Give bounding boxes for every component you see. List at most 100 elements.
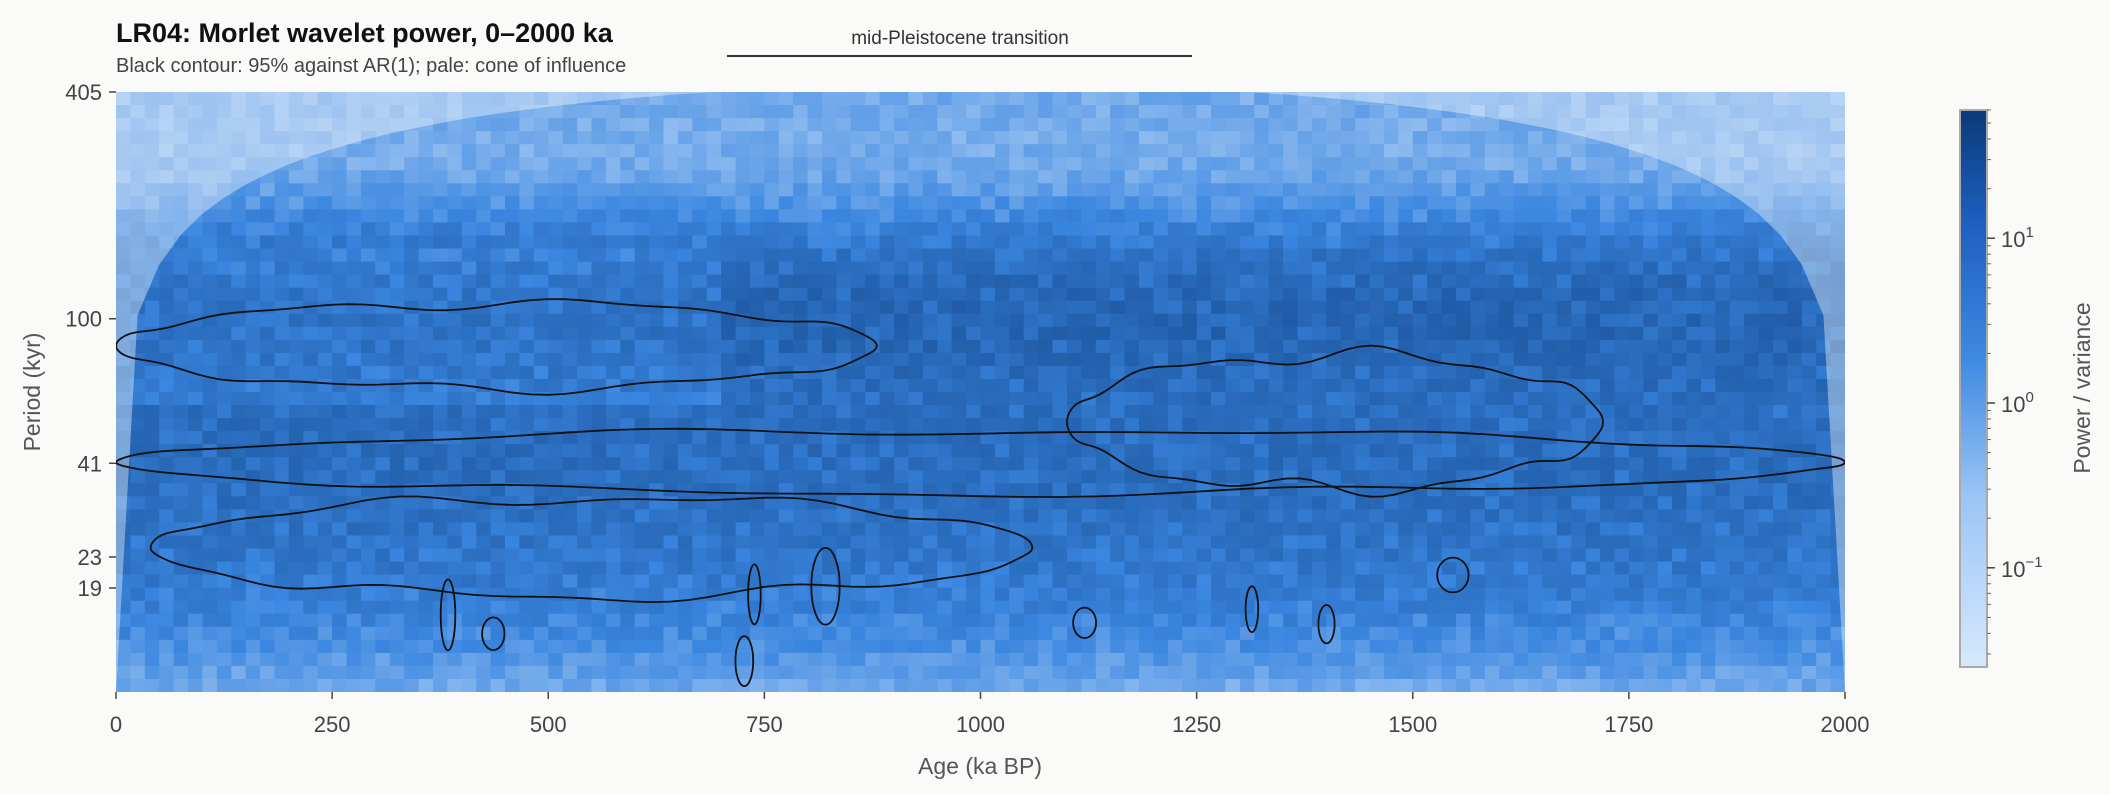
heat-cell	[476, 170, 492, 184]
heat-cell	[1254, 287, 1270, 302]
heat-cell	[677, 379, 693, 393]
heat-cell	[1744, 379, 1760, 393]
heat-cell	[433, 522, 448, 536]
heat-cell	[1600, 522, 1616, 536]
heat-cell	[634, 352, 650, 367]
heat-cell	[1729, 118, 1745, 132]
heat-cell	[1239, 431, 1255, 445]
heat-cell	[1830, 535, 1845, 550]
heat-cell	[360, 626, 376, 641]
heat-cell	[173, 183, 189, 197]
heat-cell	[1484, 431, 1500, 445]
heat-cell	[562, 118, 578, 132]
heat-cell	[692, 365, 708, 380]
heat-cell	[836, 613, 852, 628]
heat-cell	[966, 522, 982, 536]
heat-cell	[908, 144, 924, 158]
heat-cell	[216, 131, 232, 145]
heat-cell	[519, 418, 535, 432]
heat-cell	[404, 196, 420, 210]
heat-cell	[216, 209, 232, 223]
heat-cell	[433, 209, 448, 223]
heat-cell	[879, 574, 895, 589]
heat-cell	[116, 92, 131, 106]
heat-cell	[1052, 183, 1068, 197]
heat-cell	[634, 613, 650, 628]
heat-cell	[908, 457, 924, 471]
heat-cell	[418, 235, 434, 250]
heat-cell	[317, 444, 333, 458]
heat-cell	[1124, 392, 1140, 406]
heat-cell	[937, 326, 953, 341]
heat-cell	[548, 183, 564, 197]
heat-cell	[1283, 326, 1299, 341]
heat-cell	[1081, 92, 1097, 106]
heat-cell	[1528, 509, 1543, 523]
heat-cell	[231, 326, 247, 341]
heat-cell	[1340, 470, 1356, 484]
heat-cell	[908, 587, 924, 602]
heat-cell	[836, 600, 852, 615]
heat-cell	[1528, 274, 1543, 289]
heat-cell	[1038, 548, 1054, 563]
heat-cell	[317, 287, 333, 302]
heat-cell	[1110, 365, 1126, 380]
heat-cell	[778, 483, 794, 497]
heat-cell	[1211, 600, 1226, 615]
heat-cell	[1355, 561, 1371, 576]
heat-cell	[433, 379, 448, 393]
heat-cell	[1528, 574, 1543, 589]
heat-cell	[937, 444, 953, 458]
heat-cell	[1254, 365, 1270, 380]
heat-cell	[605, 118, 621, 132]
heat-cell	[260, 157, 276, 171]
heat-cell	[1614, 274, 1630, 289]
heat-cell	[231, 144, 247, 158]
heat-cell	[1369, 509, 1385, 523]
heat-cell	[404, 587, 420, 602]
heat-cell	[173, 600, 189, 615]
heat-cell	[130, 613, 146, 628]
heat-cell	[1801, 365, 1817, 380]
heat-cell	[879, 118, 895, 132]
heat-cell	[1268, 535, 1284, 550]
heat-cell	[202, 131, 218, 145]
heat-cell	[274, 587, 290, 602]
heat-cell	[1585, 548, 1601, 563]
heat-cell	[1542, 587, 1558, 602]
heat-cell	[577, 222, 593, 236]
heat-cell	[1441, 326, 1457, 341]
heat-cell	[1672, 183, 1688, 197]
heat-cell	[605, 548, 621, 563]
heat-cell	[1816, 326, 1832, 341]
heat-cell	[1513, 248, 1529, 263]
heat-cell	[1700, 131, 1716, 145]
heat-cell	[1211, 131, 1226, 145]
heat-cell	[908, 170, 924, 184]
heat-cell	[130, 522, 146, 536]
heat-cell	[130, 261, 146, 276]
heat-cell	[288, 509, 304, 523]
heat-cell	[519, 535, 535, 550]
heat-cell	[1196, 600, 1212, 615]
heat-cell	[994, 261, 1010, 276]
heat-cell	[173, 209, 189, 223]
heat-cell	[1196, 561, 1212, 576]
heat-cell	[1830, 431, 1845, 445]
heat-cell	[1383, 509, 1399, 523]
heat-cell	[1355, 613, 1371, 628]
heat-cell	[562, 157, 578, 171]
heat-cell	[778, 405, 794, 419]
heat-cell	[533, 118, 549, 132]
heat-cell	[461, 496, 477, 510]
heat-cell	[346, 405, 362, 419]
heat-cell	[216, 300, 232, 315]
heat-cell	[1556, 405, 1572, 419]
heat-cell	[1830, 444, 1845, 458]
heat-cell	[490, 431, 506, 445]
heat-cell	[793, 274, 809, 289]
heat-cell	[620, 235, 636, 250]
heat-cell	[1153, 457, 1169, 471]
heat-cell	[836, 365, 852, 380]
heat-cell	[1600, 300, 1616, 315]
